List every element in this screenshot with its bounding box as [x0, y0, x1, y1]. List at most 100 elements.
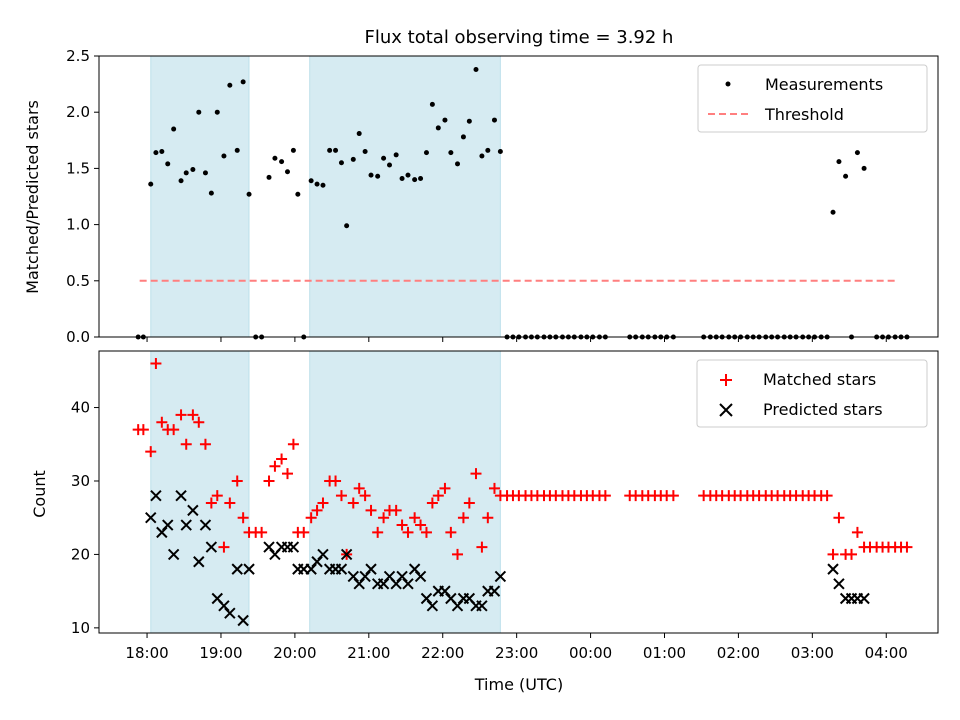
- measurement-point: [333, 147, 339, 153]
- measurement-point: [295, 191, 301, 197]
- x-tick-label: 03:00: [791, 644, 834, 662]
- matched-star-point: [821, 490, 833, 502]
- matched-star-point: [137, 424, 149, 436]
- predicted-star-point: [243, 563, 255, 575]
- bottom-y-axis-label: Count: [30, 470, 49, 518]
- legend-measurements-marker: [725, 81, 731, 87]
- predicted-star-point: [237, 614, 249, 627]
- top-y-tick-label: 1.0: [66, 216, 90, 234]
- measurement-point: [227, 82, 233, 88]
- matched-star-point: [269, 460, 281, 472]
- matched-star-point: [231, 475, 243, 487]
- top-y-tick-label: 0.0: [66, 328, 90, 346]
- matched-star-point: [298, 526, 310, 538]
- matched-star-point: [827, 548, 839, 560]
- measurement-point: [308, 178, 314, 184]
- measurement-point: [165, 161, 171, 167]
- predicted-star-point: [180, 519, 192, 531]
- measurement-point: [423, 150, 429, 156]
- matched-star-point: [378, 512, 390, 524]
- bottom-y-tick-label: 20: [71, 545, 90, 563]
- measurement-point: [429, 101, 435, 107]
- matched-star-point: [482, 512, 494, 524]
- predicted-star-point: [377, 578, 390, 590]
- matched-star-point: [599, 490, 611, 502]
- measurement-point: [202, 170, 208, 176]
- predicted-star-point: [205, 541, 218, 553]
- measurement-point: [448, 150, 454, 156]
- x-tick-label: 23:00: [495, 644, 538, 662]
- predicted-star-point: [402, 578, 414, 590]
- top-y-tick-label: 2.0: [66, 103, 90, 121]
- matched-star-point: [211, 490, 223, 502]
- x-tick-label: 01:00: [643, 644, 686, 662]
- matched-star-point: [488, 482, 500, 494]
- predicted-star-point: [199, 519, 212, 531]
- predicted-star-point: [439, 585, 451, 597]
- measurement-point: [214, 109, 220, 115]
- legend-predicted-marker: [719, 403, 733, 417]
- matched-star-point: [445, 526, 457, 538]
- measurement-point: [830, 209, 836, 215]
- predicted-star-point: [359, 570, 371, 583]
- measurement-point: [221, 153, 227, 159]
- measurement-point: [290, 147, 296, 153]
- matched-star-point: [457, 512, 469, 524]
- measurement-point: [344, 223, 350, 229]
- matched-star-point: [432, 490, 444, 502]
- predicted-star-point: [827, 563, 839, 575]
- predicted-star-point: [156, 526, 168, 539]
- x-axis-label: Time (UTC): [474, 675, 563, 694]
- measurement-point: [435, 125, 441, 131]
- measurement-point: [246, 191, 252, 197]
- legend-matched-label: Matched stars: [763, 370, 876, 389]
- measurement-point: [473, 66, 479, 72]
- measurement-point: [234, 147, 240, 153]
- measurement-point: [836, 159, 842, 165]
- chart-title: Flux total observing time = 3.92 h: [365, 27, 674, 48]
- predicted-star-point: [858, 592, 870, 605]
- measurement-point: [171, 126, 177, 132]
- measurement-point: [196, 109, 202, 115]
- matched-star-point: [156, 416, 168, 428]
- matched-star-point: [237, 512, 249, 524]
- measurement-point: [314, 181, 320, 187]
- bottom-y-tick-label: 40: [71, 399, 90, 417]
- predicted-star-point: [162, 519, 174, 531]
- predicted-star-point: [167, 548, 180, 561]
- predicted-star-point: [335, 563, 348, 575]
- bottom-legend-box: [696, 359, 928, 428]
- x-tick-label: 00:00: [569, 644, 612, 662]
- top-y-tick-label: 0.5: [66, 272, 90, 290]
- x-tick-label: 20:00: [273, 644, 316, 662]
- measurement-point: [356, 131, 362, 137]
- x-tick-label: 19:00: [199, 644, 242, 662]
- measurement-point: [320, 182, 326, 188]
- measurement-point: [350, 156, 356, 162]
- matched-star-point: [439, 482, 451, 494]
- x-tick-label: 18:00: [125, 644, 168, 662]
- predicted-star-point: [408, 563, 421, 575]
- predicted-star-point: [476, 600, 488, 612]
- matched-star-point: [390, 504, 402, 516]
- matched-star-point: [470, 468, 482, 480]
- measurement-point: [497, 149, 503, 155]
- top-shaded-interval: [150, 55, 250, 338]
- matched-star-point: [305, 512, 317, 524]
- matched-star-point: [833, 512, 845, 524]
- legend-measurements-label: Measurements: [765, 75, 883, 94]
- matched-star-point: [409, 512, 421, 524]
- top-shaded-interval: [309, 55, 501, 338]
- predicted-star-point: [420, 592, 433, 605]
- predicted-star-point: [347, 570, 359, 583]
- predicted-star-point: [365, 563, 377, 575]
- measurement-point: [399, 176, 405, 182]
- matched-star-point: [901, 541, 913, 553]
- matched-star-point: [175, 409, 187, 421]
- predicted-star-point: [488, 585, 501, 597]
- measurement-point: [178, 178, 184, 184]
- matched-star-point: [426, 497, 438, 509]
- predicted-star-point: [187, 504, 199, 517]
- measurement-point: [183, 170, 189, 176]
